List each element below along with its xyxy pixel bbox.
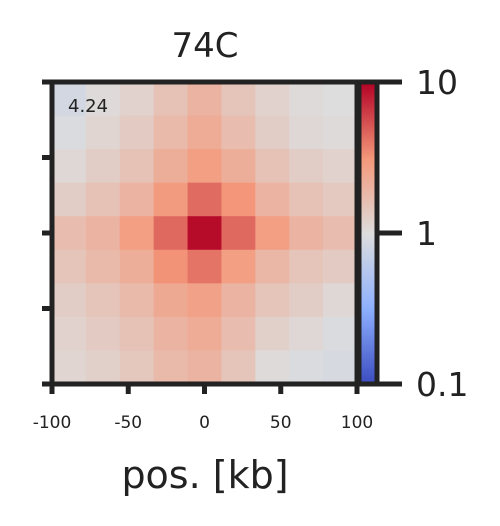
heatmap-cell bbox=[153, 115, 189, 150]
colorbar-tick-label: 1 bbox=[416, 214, 437, 253]
heatmap-cell bbox=[153, 149, 189, 184]
heatmap-cell bbox=[187, 350, 222, 385]
annotation-label: 4.24 bbox=[68, 96, 108, 117]
heatmap-cell bbox=[119, 216, 155, 251]
heatmap-cell bbox=[289, 82, 324, 117]
x-axis-ticks: -100 -50 0 50 100 bbox=[33, 384, 373, 433]
heatmap-cell bbox=[187, 283, 222, 318]
heatmap-cell bbox=[119, 149, 155, 184]
heatmap-cell bbox=[323, 350, 358, 385]
heatmap-cell bbox=[255, 182, 290, 217]
heatmap-cell bbox=[119, 182, 155, 217]
heatmap-cell bbox=[52, 283, 87, 318]
heatmap-cell bbox=[323, 149, 358, 184]
heatmap-cell bbox=[323, 249, 358, 284]
heatmap-cell bbox=[289, 115, 324, 150]
heatmap-cell bbox=[153, 82, 189, 117]
heatmap-cell bbox=[187, 182, 222, 217]
heatmap-cell bbox=[187, 115, 222, 150]
heatmap-cell bbox=[119, 283, 155, 318]
heatmap-cell bbox=[289, 283, 324, 318]
heatmap-cell bbox=[323, 115, 358, 150]
heatmap-cell bbox=[221, 115, 256, 150]
heatmap-cells bbox=[52, 82, 358, 385]
heatmap-cell bbox=[85, 316, 121, 351]
heatmap-cell bbox=[52, 149, 87, 184]
heatmap-cell bbox=[187, 249, 222, 284]
heatmap-cell bbox=[221, 216, 256, 251]
heatmap-cell bbox=[255, 149, 290, 184]
heatmap-cell bbox=[289, 249, 324, 284]
heatmap-cell bbox=[153, 249, 189, 284]
heatmap-cell bbox=[221, 316, 256, 351]
colorbar-ticks: 10 1 0.1 bbox=[377, 63, 468, 404]
heatmap-cell bbox=[85, 350, 121, 385]
heatmap-cell bbox=[289, 216, 324, 251]
heatmap-cell bbox=[323, 182, 358, 217]
heatmap-cell bbox=[289, 182, 324, 217]
heatmap-cell bbox=[255, 350, 290, 385]
heatmap-cell bbox=[52, 115, 87, 150]
heatmap-cell bbox=[323, 316, 358, 351]
heatmap-cell bbox=[289, 350, 324, 385]
heatmap-cell bbox=[153, 182, 189, 217]
heatmap-cell bbox=[52, 182, 87, 217]
heatmap-cell bbox=[255, 216, 290, 251]
heatmap-cell bbox=[187, 82, 222, 117]
heatmap-cell bbox=[85, 182, 121, 217]
x-tick-label: 100 bbox=[341, 413, 373, 433]
heatmap-cell bbox=[323, 283, 358, 318]
heatmap-cell bbox=[221, 350, 256, 385]
heatmap-cell bbox=[255, 82, 290, 117]
heatmap-cell bbox=[52, 316, 87, 351]
heatmap-cell bbox=[153, 216, 189, 251]
x-axis-label: pos. [kb] bbox=[121, 453, 288, 497]
x-tick-label: -100 bbox=[33, 413, 72, 433]
heatmap-cell bbox=[119, 115, 155, 150]
heatmap-cell bbox=[52, 82, 87, 117]
heatmap-cell bbox=[221, 249, 256, 284]
colorbar-tick-label: 10 bbox=[416, 63, 458, 102]
heatmap-cell bbox=[255, 115, 290, 150]
heatmap-cell bbox=[153, 283, 189, 318]
x-tick-label: -50 bbox=[114, 413, 142, 433]
heatmap-cell bbox=[323, 216, 358, 251]
heatmap-cell bbox=[153, 316, 189, 351]
heatmap-cell bbox=[221, 283, 256, 318]
heatmap-cell bbox=[187, 149, 222, 184]
x-tick-label: 50 bbox=[270, 413, 292, 433]
heatmap-cell bbox=[52, 216, 87, 251]
heatmap-cell bbox=[85, 115, 121, 150]
heatmap-cell bbox=[52, 350, 87, 385]
heatmap-cell bbox=[119, 249, 155, 284]
heatmap-cell bbox=[323, 82, 358, 117]
heatmap-cell bbox=[52, 249, 87, 284]
heatmap-cell bbox=[255, 249, 290, 284]
heatmap-cell bbox=[289, 316, 324, 351]
heatmap-cell bbox=[85, 283, 121, 318]
colorbar-tick-label: 0.1 bbox=[416, 365, 468, 404]
heatmap-cell bbox=[221, 182, 256, 217]
heatmap-cell bbox=[119, 350, 155, 385]
heatmap-cell bbox=[119, 82, 155, 117]
x-tick-label: 0 bbox=[199, 413, 210, 433]
heatmap-cell bbox=[289, 149, 324, 184]
heatmap-cell bbox=[85, 149, 121, 184]
heatmap-cell bbox=[255, 283, 290, 318]
heatmap-cell bbox=[221, 82, 256, 117]
heatmap-cell bbox=[187, 316, 222, 351]
heatmap-cell bbox=[187, 216, 222, 251]
heatmap-cell bbox=[255, 316, 290, 351]
heatmap-cell bbox=[221, 149, 256, 184]
heatmap-cell bbox=[153, 350, 189, 385]
heatmap-cell bbox=[85, 249, 121, 284]
heatmap-cell bbox=[119, 316, 155, 351]
heatmap-cell bbox=[85, 82, 121, 117]
colorbar bbox=[360, 84, 376, 384]
chart-title: 74C bbox=[171, 26, 238, 66]
heatmap-cell bbox=[85, 216, 121, 251]
